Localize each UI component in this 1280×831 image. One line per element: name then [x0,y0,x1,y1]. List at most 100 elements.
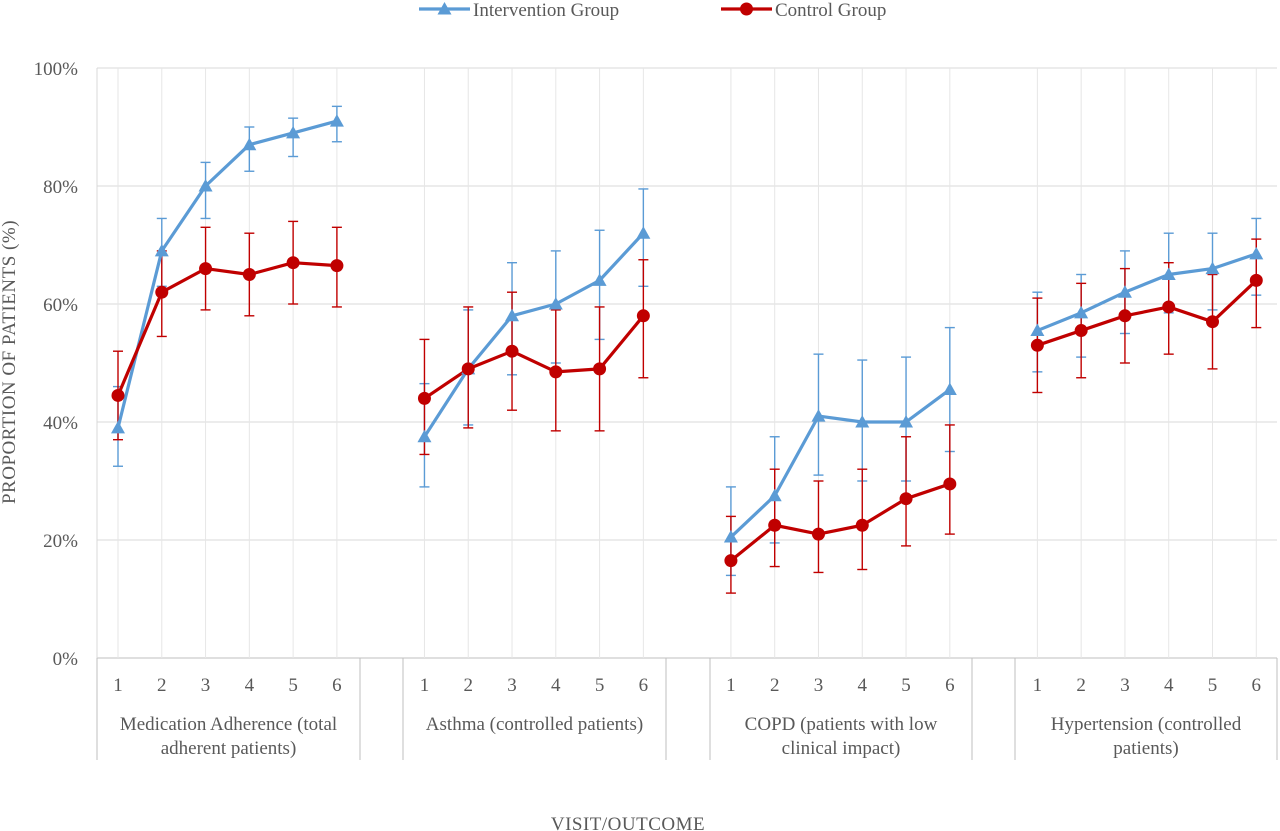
visit-tick-label: 5 [288,675,298,696]
visit-tick-label: 2 [1076,675,1086,696]
data-point [548,297,563,310]
data-point [1074,305,1089,319]
visit-tick-label: 3 [1120,675,1130,696]
data-point [942,382,957,396]
data-point [1249,273,1263,287]
visit-tick-label: 6 [639,675,649,696]
visit-tick-label: 4 [1164,675,1174,696]
data-point [198,179,213,192]
visit-tick-label: 1 [420,675,430,696]
group-label: Hypertension (controlled [1051,714,1242,735]
legend: Intervention Group Control Group [419,0,886,21]
series-line [423,232,645,438]
data-point [855,518,869,532]
data-point [505,308,520,322]
series-markers [111,114,1264,568]
data-point [636,309,650,323]
series-line [1036,279,1258,347]
visit-tick-label: 4 [245,675,255,696]
visit-tick-label: 5 [595,675,605,696]
visit-tick-label: 4 [858,675,868,696]
data-point [286,125,301,139]
visit-tick-label: 6 [332,675,342,696]
visit-tick-label: 4 [551,675,561,696]
x-axis: 1 2 3 4 5 6 Medication Adherence (total adheren… [96,658,1278,760]
visit-tick-label: 1 [726,675,736,696]
category-gridlines [96,68,1257,658]
data-point [461,362,475,376]
error-bars [113,105,1262,594]
visit-tick-label: 3 [507,675,517,696]
y-axis-title: PROPORTION OF PATIENTS (%) [0,220,20,504]
gridlines [97,67,1277,659]
visit-tick-label: 3 [201,675,211,696]
series-line [116,261,338,397]
series-line [116,119,338,429]
data-point [329,114,344,127]
data-point [155,285,169,299]
data-point [111,388,125,402]
y-tick-label: 100% [34,59,79,80]
data-point [768,518,782,532]
visit-tick-label: 1 [1033,675,1043,696]
y-tick-label: 0% [53,649,79,670]
visit-tick-label: 5 [901,675,911,696]
group-label: Asthma (controlled patients) [426,714,643,735]
data-point [811,527,825,541]
legend-marker [437,2,452,15]
y-tick-label: 40% [43,413,78,434]
data-point [1118,309,1132,323]
series-lines [116,119,1258,562]
data-point [1030,338,1044,352]
data-point [330,259,344,273]
series-line [423,314,645,400]
series-line [729,482,951,562]
y-axis: 0% 20% 40% 60% 80% 100% [34,59,79,670]
data-point [1162,300,1176,314]
y-tick-label: 60% [43,295,78,316]
visit-tick-label: 1 [113,675,123,696]
data-point [417,429,432,443]
group-label: adherent patients) [161,738,297,759]
group-label: COPD (patients with low [745,714,938,735]
data-point [1074,324,1088,338]
visit-tick-label: 2 [463,675,473,696]
data-point [242,268,256,281]
data-point [286,256,300,270]
data-point [1161,267,1176,280]
data-point [1205,261,1220,275]
legend-label: Control Group [775,0,886,21]
legend-label: Intervention Group [473,0,619,21]
data-point [1206,315,1219,329]
series-line [1036,252,1257,333]
y-tick-label: 20% [43,531,78,552]
data-point [199,262,213,276]
data-point [417,391,431,405]
data-point [549,365,563,379]
data-point [767,488,782,502]
visit-tick-label: 3 [814,675,824,696]
data-point [636,226,651,239]
data-point [592,273,607,286]
data-point [1117,285,1132,298]
data-point [855,415,870,428]
data-point [1249,246,1264,260]
visit-tick-label: 6 [1252,675,1262,696]
data-point [724,554,738,568]
data-point [1030,323,1045,337]
group-label: Medication Adherence (total [120,714,337,735]
data-point [154,243,169,257]
data-point [505,344,519,358]
visit-tick-label: 2 [770,675,780,696]
data-point [111,420,125,434]
series-line [729,388,951,539]
data-point [593,362,607,376]
legend-marker [740,2,753,16]
visit-tick-label: 2 [157,675,167,696]
data-point [811,409,826,422]
data-point [943,477,957,491]
x-axis-title: VISIT/OUTCOME [551,814,705,831]
group-label: patients) [1113,738,1178,759]
group-label: clinical impact) [782,738,901,759]
